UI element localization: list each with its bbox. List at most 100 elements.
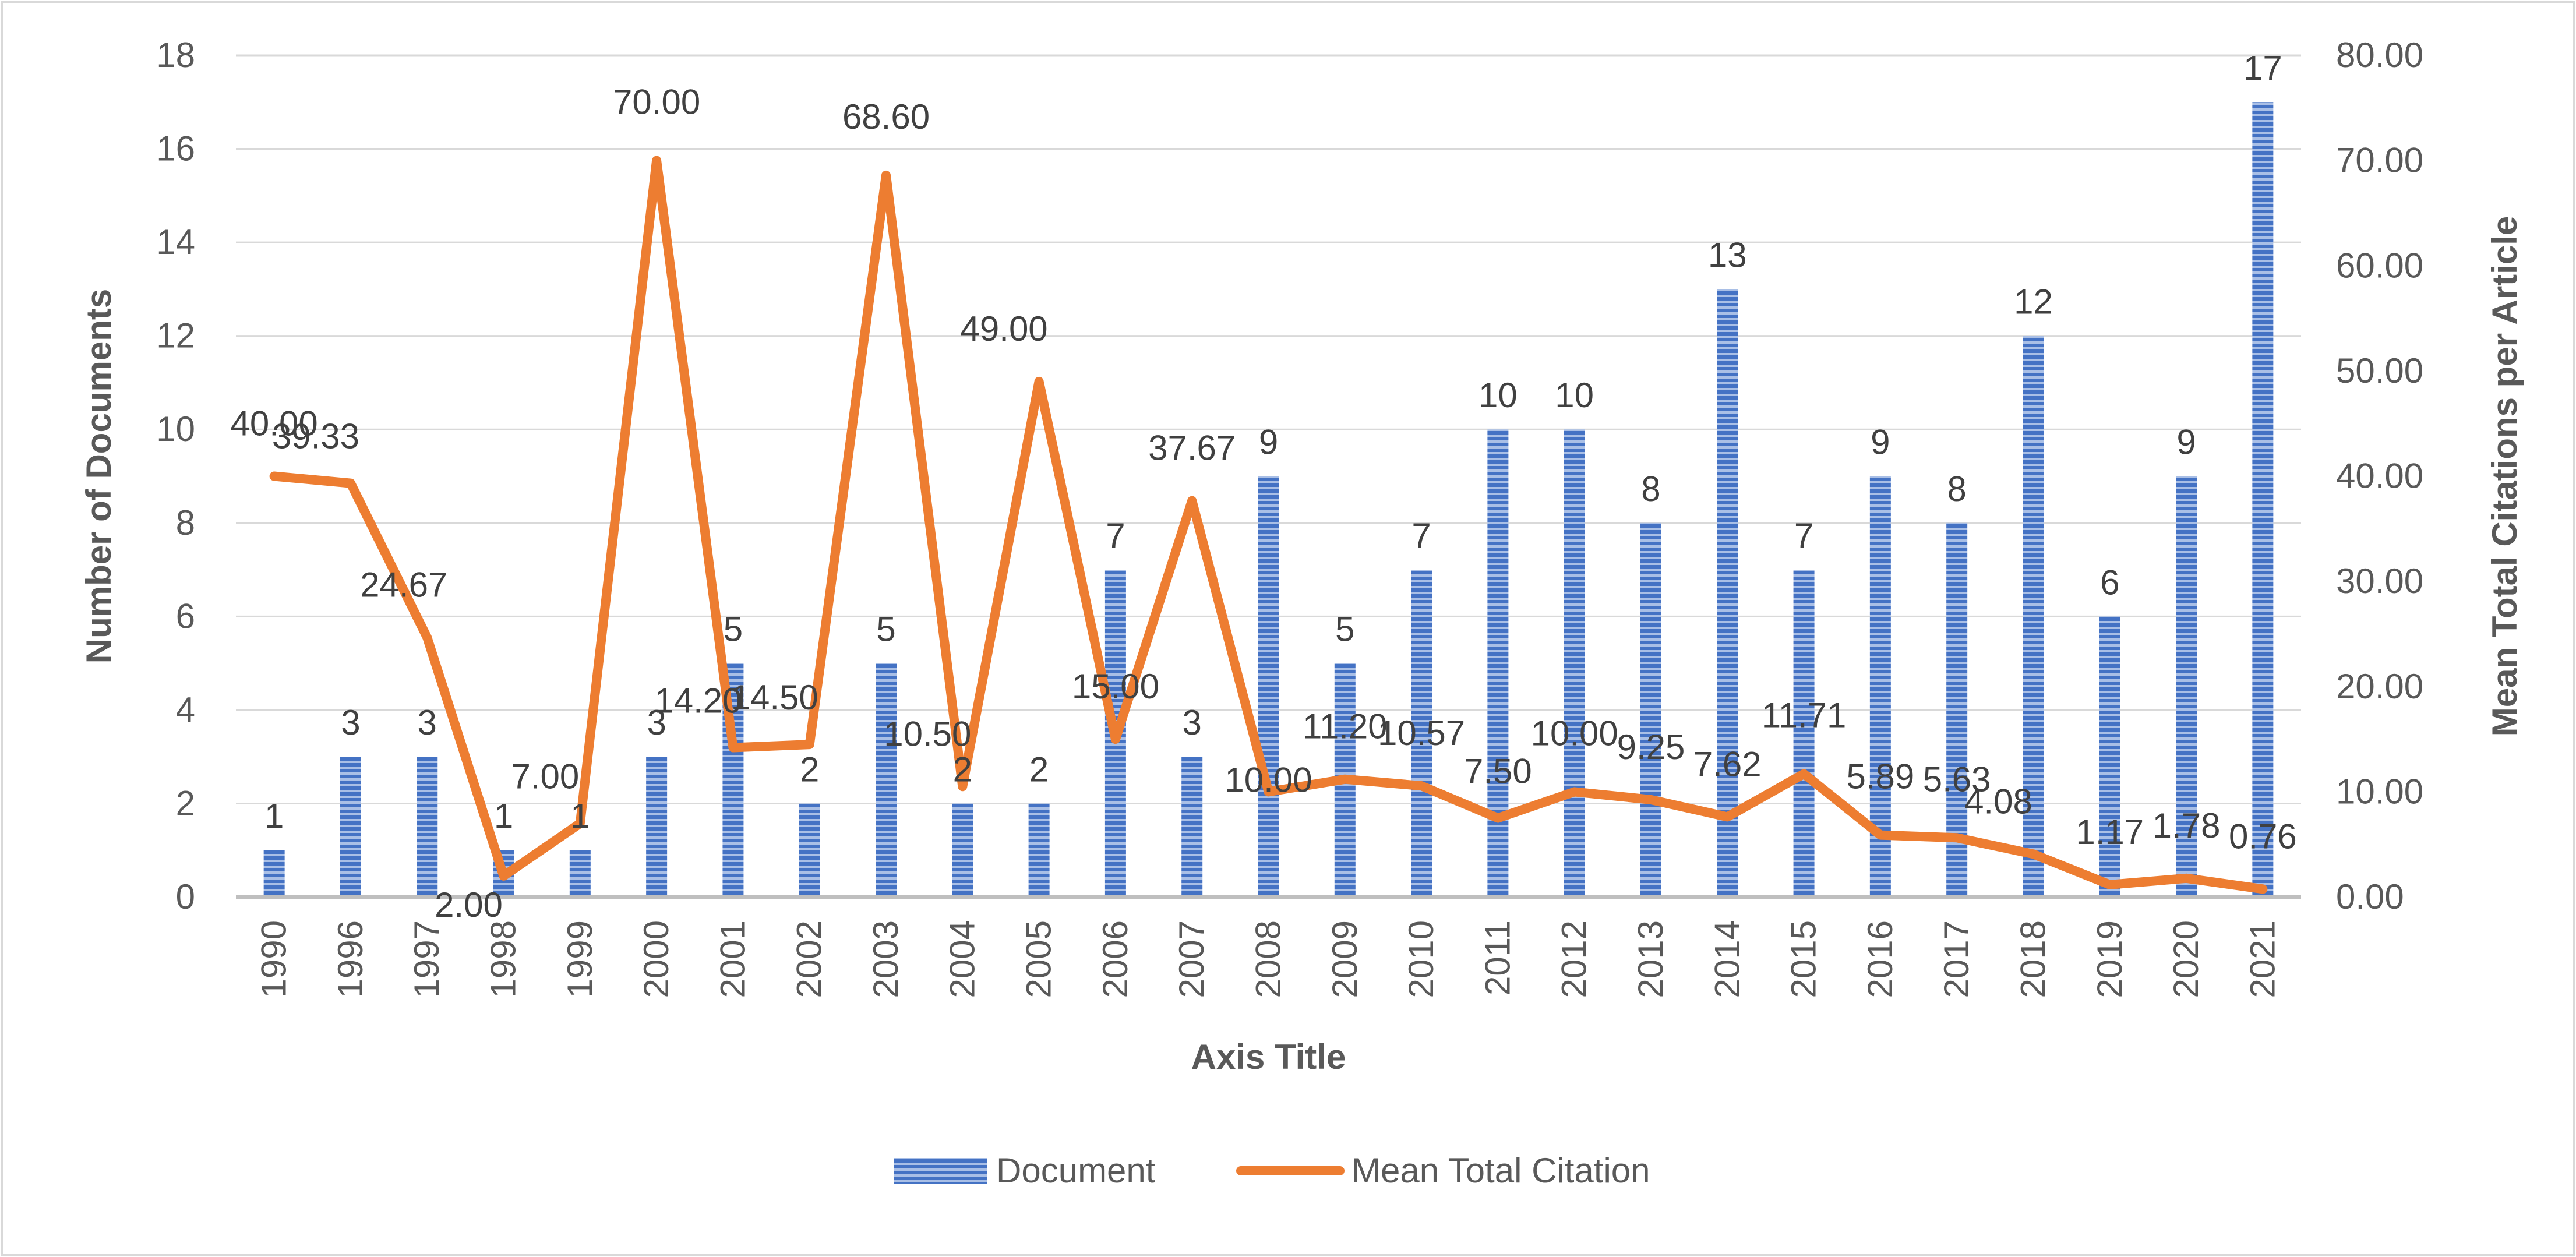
right-tick-label: 20.00 — [2336, 667, 2423, 706]
line-data-label: 24.67 — [360, 565, 447, 604]
bar-document — [1717, 289, 1738, 897]
line-data-label: 9.25 — [1617, 728, 1685, 767]
line-data-label: 10.57 — [1378, 714, 1465, 753]
bar-data-label: 3 — [647, 703, 666, 742]
left-tick-label: 6 — [176, 596, 195, 635]
bar-data-label: 3 — [1183, 703, 1202, 742]
bar-data-label: 8 — [1641, 469, 1660, 509]
x-tick-label: 2001 — [713, 920, 752, 998]
line-data-label: 5.63 — [1923, 760, 1991, 799]
bar-document — [263, 850, 285, 897]
bar-data-label: 2 — [1029, 750, 1049, 789]
bar-document — [1411, 570, 1432, 897]
x-tick-label: 2019 — [2090, 920, 2129, 998]
x-tick-label: 2010 — [1402, 920, 1441, 998]
x-tick-label: 2002 — [790, 920, 829, 998]
bar-data-label: 9 — [1259, 423, 1278, 462]
bar-document — [1487, 429, 1509, 897]
left-tick-label: 16 — [156, 129, 195, 168]
bar-data-label: 7 — [1794, 516, 1813, 555]
left-tick-label: 2 — [176, 783, 195, 822]
line-data-label: 14.50 — [731, 678, 818, 717]
bar-document — [1181, 757, 1203, 897]
bar-document — [2176, 476, 2197, 897]
line-data-label: 49.00 — [961, 309, 1048, 348]
line-data-label: 7.00 — [511, 757, 579, 796]
bar-document — [646, 757, 668, 897]
line-mean-total-citation — [269, 156, 2268, 894]
x-tick-label: 2013 — [1631, 920, 1670, 998]
bar-data-label: 9 — [1871, 423, 1890, 462]
line-data-label: 10.00 — [1225, 760, 1312, 799]
right-tick-label: 40.00 — [2336, 457, 2423, 496]
x-tick-label: 2011 — [1478, 920, 1517, 995]
x-tick-label: 2016 — [1861, 920, 1900, 998]
bar-document — [799, 803, 820, 897]
x-tick-label: 2017 — [1937, 920, 1976, 998]
right-tick-label: 50.00 — [2336, 351, 2423, 390]
bar-document — [1640, 522, 1661, 897]
bar-data-label: 13 — [1708, 235, 1747, 274]
bar-data-label: 12 — [2014, 283, 2053, 322]
line-data-label: 70.00 — [613, 83, 700, 122]
bar-data-label: 17 — [2243, 48, 2282, 87]
bar-document — [1028, 803, 1050, 897]
legend-label-citation: Mean Total Citation — [1351, 1151, 1650, 1190]
line-data-label: 11.20 — [1303, 707, 1388, 746]
bar-data-label: 2 — [800, 750, 819, 789]
bar-data-label: 1 — [494, 797, 513, 836]
line-data-label: 11.71 — [1762, 695, 1847, 735]
line-data-label: 10.50 — [884, 714, 971, 753]
x-tick-label: 1999 — [560, 920, 599, 998]
bar-document — [1258, 476, 1279, 897]
right-tick-label: 0.00 — [2336, 877, 2404, 916]
right-tick-label: 70.00 — [2336, 141, 2423, 180]
x-tick-label: 1990 — [255, 920, 294, 998]
left-axis-title: Number of Documents — [79, 289, 118, 663]
bar-document — [417, 757, 438, 897]
bar-data-label: 5 — [724, 610, 743, 649]
bar-document — [2099, 616, 2120, 897]
line-data-label: 2.00 — [435, 885, 503, 924]
x-tick-label: 2007 — [1172, 920, 1211, 998]
x-tick-label: 1996 — [331, 920, 370, 998]
bar-document — [2252, 102, 2274, 897]
bar-data-label: 7 — [1106, 516, 1125, 555]
line-data-label: 7.62 — [1693, 744, 1762, 783]
bar-data-label: 1 — [570, 797, 590, 836]
bar-data-label: 10 — [1555, 376, 1594, 415]
x-tick-label: 2018 — [2013, 920, 2052, 998]
left-tick-label: 10 — [156, 409, 195, 449]
x-tick-label: 2015 — [1784, 920, 1823, 998]
line-data-label: 10.00 — [1531, 714, 1618, 753]
line-data-label: 5.89 — [1846, 757, 1914, 796]
left-tick-label: 4 — [176, 690, 195, 729]
bar-data-label: 3 — [418, 703, 437, 742]
bar-document — [876, 663, 897, 897]
line-data-label: 40.00 — [231, 404, 318, 443]
x-tick-label: 2003 — [866, 920, 905, 998]
bar-data-label: 5 — [1335, 610, 1354, 649]
right-tick-label: 10.00 — [2336, 772, 2423, 811]
bar-data-label: 1 — [264, 797, 284, 836]
legend-label-document: Document — [996, 1151, 1156, 1190]
x-tick-label: 2020 — [2166, 920, 2206, 998]
bar-data-label: 5 — [876, 610, 895, 649]
right-tick-label: 30.00 — [2336, 562, 2423, 601]
left-tick-label: 14 — [156, 223, 195, 262]
left-tick-label: 0 — [176, 877, 195, 916]
x-axis-title: Axis Title — [1191, 1037, 1346, 1076]
line-data-label: 1.78 — [2152, 806, 2221, 845]
bar-document — [952, 803, 973, 897]
right-axis-title: Mean Total Citations per Article — [2485, 216, 2524, 736]
bar-data-label: 2 — [953, 750, 972, 789]
right-tick-label: 80.00 — [2336, 36, 2423, 75]
bar-document — [1564, 429, 1585, 897]
x-tick-label: 1998 — [484, 920, 523, 998]
bar-data-label: 7 — [1411, 516, 1431, 555]
line-data-label: 39.33 — [272, 417, 359, 456]
bar-document — [340, 757, 361, 897]
left-tick-label: 18 — [156, 36, 195, 75]
